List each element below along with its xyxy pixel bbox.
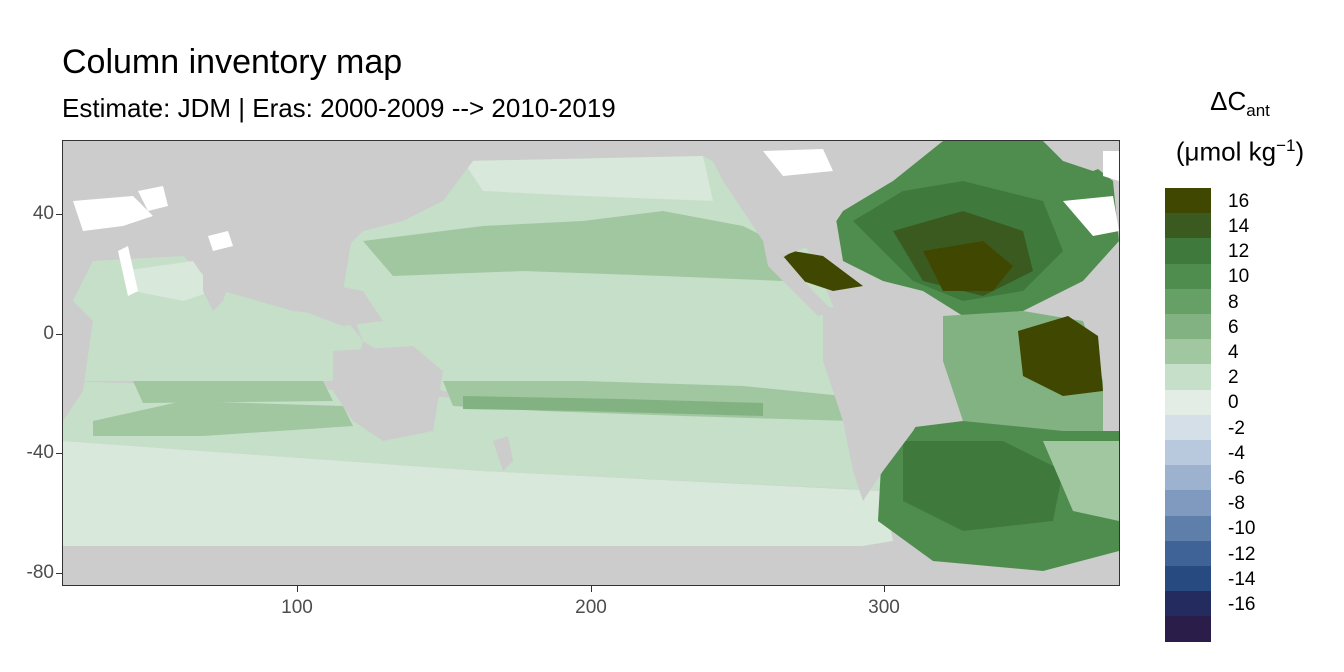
legend-swatch <box>1165 566 1211 592</box>
y-tick-label: -40 <box>26 442 54 463</box>
caribbean-max <box>778 251 863 291</box>
legend-label: -4 <box>1228 442 1245 464</box>
greenland <box>1043 141 1119 171</box>
missing-data <box>73 149 1119 296</box>
pacific-far-north <box>463 156 713 201</box>
x-tick-label: 100 <box>281 597 313 618</box>
y-tick-mark <box>56 453 62 454</box>
map-title: Column inventory map <box>62 43 403 81</box>
legend-label: -2 <box>1228 417 1245 439</box>
legend-swatch <box>1165 490 1211 517</box>
legend-swatch <box>1165 314 1211 340</box>
south-america <box>823 306 943 501</box>
legend-swatch <box>1165 440 1211 466</box>
y-tick-mark <box>56 573 62 574</box>
atlantic-regions <box>778 141 1119 571</box>
x-tick-mark <box>297 586 298 592</box>
africa-south <box>63 291 93 421</box>
legend-label: 2 <box>1228 367 1239 389</box>
legend-swatch <box>1165 288 1211 315</box>
legend-label: -6 <box>1228 468 1245 490</box>
legend-swatch <box>1165 414 1211 441</box>
legend-label: 12 <box>1228 241 1250 263</box>
south-atlantic-light <box>1043 441 1119 521</box>
legend-label: 0 <box>1228 392 1239 414</box>
legend-title-variable: ΔCant <box>1210 86 1270 121</box>
indian-ocean-core <box>133 381 333 403</box>
north-america <box>703 141 943 256</box>
y-tick-label: 0 <box>43 323 54 344</box>
legend-swatch <box>1165 188 1211 214</box>
new-zealand <box>493 436 513 471</box>
legend-label: -16 <box>1228 594 1256 616</box>
legend-swatch <box>1165 364 1211 391</box>
y-tick-label: -80 <box>26 562 54 583</box>
x-tick-mark <box>591 586 592 592</box>
missing-baltic <box>1103 151 1119 181</box>
ocean-map <box>63 141 1119 585</box>
legend-swatch <box>1165 238 1211 265</box>
missing-red-sea <box>118 246 138 296</box>
antarctica <box>63 541 1119 585</box>
pacific-north-band <box>363 211 793 281</box>
south-atlantic-inner <box>903 441 1063 531</box>
legend-swatch <box>1165 616 1211 643</box>
legend-swatch <box>1165 591 1211 617</box>
missing-med <box>73 196 153 231</box>
legend-label: 14 <box>1228 216 1250 238</box>
india <box>203 251 233 311</box>
pacific-equatorial <box>403 296 823 341</box>
legend-label: -12 <box>1228 543 1256 565</box>
pacific-south-core <box>463 396 763 416</box>
y-tick-mark <box>56 214 62 215</box>
landmasses <box>63 141 1119 585</box>
x-tick-label: 200 <box>575 597 607 618</box>
y-tick-label: 40 <box>32 203 54 224</box>
indian-ocean-mid <box>93 401 353 436</box>
missing-black-sea <box>138 186 168 211</box>
missing-hudson <box>763 149 833 176</box>
map-subtitle: Estimate: JDM | Eras: 2000-2009 --> 2010… <box>62 93 616 123</box>
legend-swatch <box>1165 465 1211 491</box>
southern-ocean <box>63 441 893 546</box>
legend-label: -8 <box>1228 493 1245 515</box>
legend-swatch <box>1165 515 1211 542</box>
legend-label: 6 <box>1228 316 1239 338</box>
legend-label: 10 <box>1228 266 1250 288</box>
map-panel <box>62 140 1120 586</box>
missing-arctic-atl <box>1063 196 1119 236</box>
legend-label: 8 <box>1228 291 1239 313</box>
y-tick-mark <box>56 334 62 335</box>
missing-persian-gulf <box>208 231 233 251</box>
ocean-regions <box>63 156 893 546</box>
legend-title-unit: (μmol kg−1) <box>1175 136 1305 167</box>
x-tick-label: 300 <box>868 597 900 618</box>
australia <box>333 346 443 441</box>
legend-swatch <box>1165 389 1211 416</box>
legend-label: -14 <box>1228 568 1256 590</box>
north-atlantic-max <box>923 241 1013 291</box>
legend-swatch <box>1165 540 1211 567</box>
x-tick-mark <box>884 586 885 592</box>
legend-swatch <box>1165 263 1211 290</box>
legend-label: -10 <box>1228 518 1256 540</box>
legend-label: 16 <box>1228 190 1250 212</box>
central-america <box>763 241 833 316</box>
legend-label: 4 <box>1228 342 1239 364</box>
legend-swatch <box>1165 339 1211 365</box>
gulf-of-guinea-max <box>1018 316 1103 396</box>
indian-ocean-north <box>123 261 213 301</box>
legend-swatch <box>1165 213 1211 239</box>
indonesia <box>303 281 383 326</box>
